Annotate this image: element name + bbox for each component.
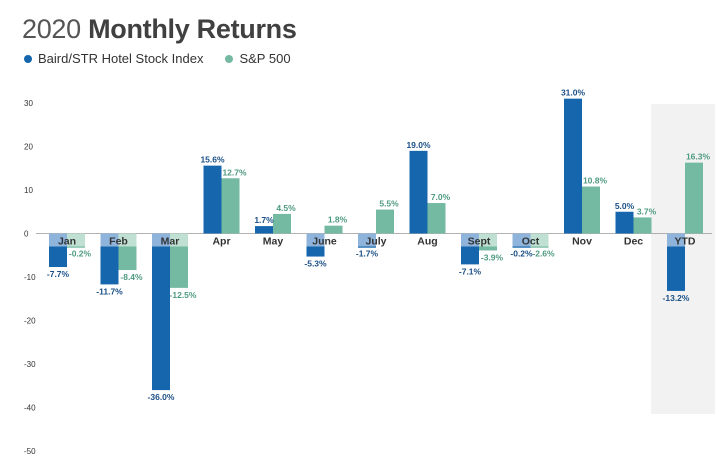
category-label: Apr — [212, 236, 230, 248]
bar-baird — [306, 246, 325, 257]
category-label: Dec — [624, 236, 643, 248]
category-band-baird — [512, 233, 531, 247]
category-label: Aug — [417, 236, 437, 248]
bar-baird — [49, 246, 67, 267]
category-band-baird — [667, 233, 685, 247]
legend: Baird/STR Hotel Stock Index S&P 500 — [24, 51, 291, 66]
category-label: Jan — [58, 236, 76, 248]
data-label-baird: 5.0% — [615, 201, 635, 211]
category-label: May — [263, 236, 284, 248]
category-band-sp500 — [170, 233, 188, 247]
bar-sp500 — [273, 213, 291, 234]
data-label-sp500: 16.3% — [686, 152, 711, 162]
bar-baird — [100, 246, 119, 285]
data-label-baird: -1.7% — [356, 249, 379, 259]
data-label-sp500: 3.7% — [637, 206, 657, 216]
y-tick-label: -50 — [24, 447, 36, 456]
category-band-baird — [358, 233, 376, 247]
bar-baird — [409, 150, 428, 234]
y-tick-label: -40 — [24, 404, 36, 413]
category-band-sp500 — [479, 233, 497, 247]
title-year: 2020 — [22, 14, 81, 44]
bar-sp500 — [685, 162, 703, 234]
category-label: Sept — [468, 236, 491, 248]
bar-sp500 — [633, 217, 652, 234]
bar-sp500 — [324, 225, 343, 234]
data-label-baird: 31.0% — [561, 88, 586, 98]
y-tick-label: 30 — [24, 99, 33, 108]
category-label: July — [365, 236, 386, 248]
category-band-baird — [100, 233, 119, 247]
category-band-sp500 — [67, 233, 85, 247]
chart-title: 2020 Monthly Returns — [22, 14, 297, 45]
category-band-baird — [152, 233, 170, 247]
data-label-baird: 1.7% — [254, 215, 274, 225]
bar-sp500 — [67, 246, 85, 248]
bar-sp500 — [221, 178, 240, 234]
data-label-sp500: -8.4% — [120, 272, 143, 282]
category-label: Nov — [572, 236, 592, 248]
bar-sp500 — [582, 186, 600, 234]
legend-swatch-sp500 — [225, 54, 234, 63]
bar-baird — [512, 246, 531, 248]
category-label: Mar — [161, 236, 180, 248]
bar-baird — [667, 246, 685, 291]
bar-baird — [152, 246, 170, 391]
bar-sp500 — [427, 203, 446, 234]
y-tick-label: 10 — [24, 186, 33, 195]
data-label-sp500: -2.6% — [532, 249, 555, 259]
data-label-sp500: 4.5% — [276, 203, 296, 213]
data-label-baird: 19.0% — [406, 140, 431, 150]
legend-item-sp500: S&P 500 — [225, 51, 291, 66]
bar-sp500 — [376, 209, 394, 234]
bar-baird — [461, 246, 479, 265]
bar-baird — [564, 98, 582, 234]
y-tick-label: -10 — [24, 273, 36, 282]
data-label-baird: -5.3% — [304, 259, 327, 269]
data-label-sp500: -12.5% — [170, 290, 197, 300]
category-band-baird — [306, 233, 325, 247]
data-label-baird: -11.7% — [96, 286, 123, 296]
legend-label-sp500: S&P 500 — [239, 51, 291, 66]
category-band-baird — [49, 233, 67, 247]
category-band-sp500 — [118, 233, 137, 247]
title-main: Monthly Returns — [88, 14, 297, 44]
legend-swatch-baird — [24, 54, 32, 63]
bar-baird — [255, 226, 273, 234]
category-band-sp500 — [530, 233, 549, 247]
category-label: Oct — [522, 236, 540, 248]
data-label-sp500: 7.0% — [431, 192, 451, 202]
data-label-baird: 15.6% — [200, 155, 225, 165]
data-label-sp500: 12.7% — [222, 167, 247, 177]
bar-sp500 — [170, 246, 188, 288]
bar-sp500 — [479, 246, 497, 251]
category-band-baird — [461, 233, 479, 247]
category-label: YTD — [675, 236, 696, 248]
y-tick-label: 0 — [24, 230, 29, 239]
data-label-sp500: 5.5% — [379, 199, 399, 209]
category-label: June — [312, 236, 337, 248]
data-label-baird: -0.2% — [510, 249, 533, 259]
data-label-baird: -13.2% — [663, 293, 690, 303]
data-label-baird: -7.1% — [459, 266, 482, 276]
data-label-sp500: 10.8% — [583, 176, 608, 186]
bar-sp500 — [118, 246, 137, 271]
bar-baird — [615, 211, 634, 234]
y-tick-label: -30 — [24, 360, 36, 369]
category-label: Feb — [109, 236, 128, 248]
data-label-sp500: -3.9% — [481, 252, 504, 262]
legend-label-baird: Baird/STR Hotel Stock Index — [38, 51, 204, 66]
bar-baird — [203, 165, 222, 234]
bar-sp500 — [530, 246, 549, 248]
data-label-baird: -36.0% — [148, 392, 175, 402]
data-label-sp500: -0.2% — [69, 249, 92, 259]
bar-baird — [358, 246, 376, 248]
data-label-sp500: 1.8% — [328, 215, 348, 225]
y-tick-label: -20 — [24, 317, 36, 326]
legend-item-baird: Baird/STR Hotel Stock Index — [24, 51, 203, 66]
data-label-baird: -7.7% — [47, 269, 70, 279]
y-tick-label: 20 — [24, 143, 33, 152]
